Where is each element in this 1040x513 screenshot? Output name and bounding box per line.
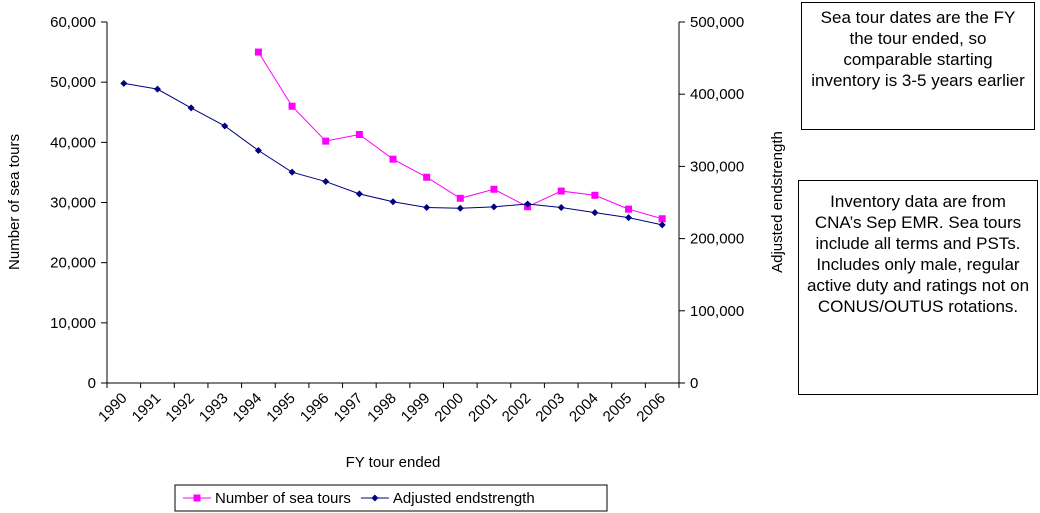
y-right-tick-label: 500,000 <box>690 14 744 31</box>
number-of-sea-tours-line <box>257 51 663 220</box>
x-tick-label: 1995 <box>263 390 299 426</box>
inventory-data-note: Inventory data are from CNA’s Sep EMR. S… <box>798 180 1038 395</box>
adjusted-endstrength-point <box>591 209 599 217</box>
y-left-tick-label: 50,000 <box>50 74 96 91</box>
x-tick-label: 1997 <box>331 390 367 426</box>
legend-box <box>174 484 608 512</box>
number-of-sea-tours-point <box>557 187 565 195</box>
number-of-sea-tours-point <box>591 191 599 199</box>
x-tick-label: 2003 <box>532 390 568 426</box>
adjusted-endstrength-point <box>456 204 464 212</box>
number-of-sea-tours-point <box>625 205 633 213</box>
y-axis-left-label: Number of sea tours <box>6 134 23 270</box>
x-tick-label: 2005 <box>600 390 636 426</box>
legend-adjusted-endstrength-marker <box>371 494 379 502</box>
y-left-tick-label: 10,000 <box>50 315 96 332</box>
x-axis-label: FY tour ended <box>346 454 441 471</box>
legend: Number of sea tours Adjusted endstrength <box>174 484 608 512</box>
x-tick-label: 1998 <box>364 390 400 426</box>
x-tick-label: 1990 <box>95 390 131 426</box>
legend-number-of-sea-tours-label: Number of sea tours <box>215 490 351 507</box>
x-tick-label: 1996 <box>297 390 333 426</box>
number-of-sea-tours-point <box>389 155 397 163</box>
adjusted-endstrength-point <box>524 200 532 208</box>
x-tick-label: 1993 <box>196 390 232 426</box>
x-tick-label: 2002 <box>499 390 535 426</box>
adjusted-endstrength-point <box>322 178 330 186</box>
number-of-sea-tours-point <box>658 215 666 223</box>
number-of-sea-tours-point <box>490 185 498 193</box>
adjusted-endstrength-point <box>423 204 431 212</box>
adjusted-endstrength-point <box>658 221 666 229</box>
plot-area: 0 10,000 20,000 30,000 40,000 50,000 60,000 0 10… <box>50 14 744 425</box>
number-of-sea-tours-point <box>423 173 431 181</box>
adjusted-endstrength-point <box>288 168 296 176</box>
number-of-sea-tours-point <box>322 137 330 145</box>
adjusted-endstrength-point <box>490 203 498 211</box>
y-right-tick-label: 100,000 <box>690 303 744 320</box>
y-axis-right-label: Adjusted endstrength <box>769 131 786 273</box>
x-tick-label: 1992 <box>162 390 198 426</box>
y-right-tick-label: 200,000 <box>690 231 744 248</box>
adjusted-endstrength-point <box>389 198 397 206</box>
number-of-sea-tours-point <box>355 131 363 139</box>
x-tick-label: 2004 <box>566 390 602 426</box>
y-right-tick-label: 300,000 <box>690 158 744 175</box>
number-of-sea-tours-point <box>456 194 464 202</box>
y-left-tick-label: 30,000 <box>50 195 96 212</box>
adjusted-endstrength-point <box>187 104 195 112</box>
y-right-tick-label: 0 <box>690 375 698 392</box>
y-left-tick-label: 0 <box>88 375 96 392</box>
y-left-tick-label: 60,000 <box>50 14 96 31</box>
adjusted-endstrength-point <box>120 79 128 87</box>
x-tick-label: 2000 <box>432 390 468 426</box>
number-of-sea-tours-point <box>288 102 296 110</box>
tour-dates-note: Sea tour dates are the FY the tour ended… <box>801 2 1035 130</box>
adjusted-endstrength-point <box>254 147 262 155</box>
x-tick-label: 1991 <box>129 390 165 426</box>
y-left-tick-label: 40,000 <box>50 134 96 151</box>
x-tick-label: 1999 <box>398 390 434 426</box>
x-tick-label: 1994 <box>230 390 266 426</box>
adjusted-endstrength-point <box>153 85 161 93</box>
legend-adjusted-endstrength-label: Adjusted endstrength <box>393 490 535 507</box>
adjusted-endstrength-point <box>625 214 633 222</box>
legend-number-of-sea-tours-marker <box>193 494 201 502</box>
x-tick-label: 2001 <box>465 390 501 426</box>
adjusted-endstrength-point <box>221 122 229 130</box>
x-tick-label: 2006 <box>633 390 669 426</box>
y-right-tick-label: 400,000 <box>690 86 744 103</box>
number-of-sea-tours-point <box>254 48 262 56</box>
adjusted-endstrength-point <box>355 190 363 198</box>
adjusted-endstrength-point <box>557 204 565 212</box>
y-left-tick-label: 20,000 <box>50 255 96 272</box>
